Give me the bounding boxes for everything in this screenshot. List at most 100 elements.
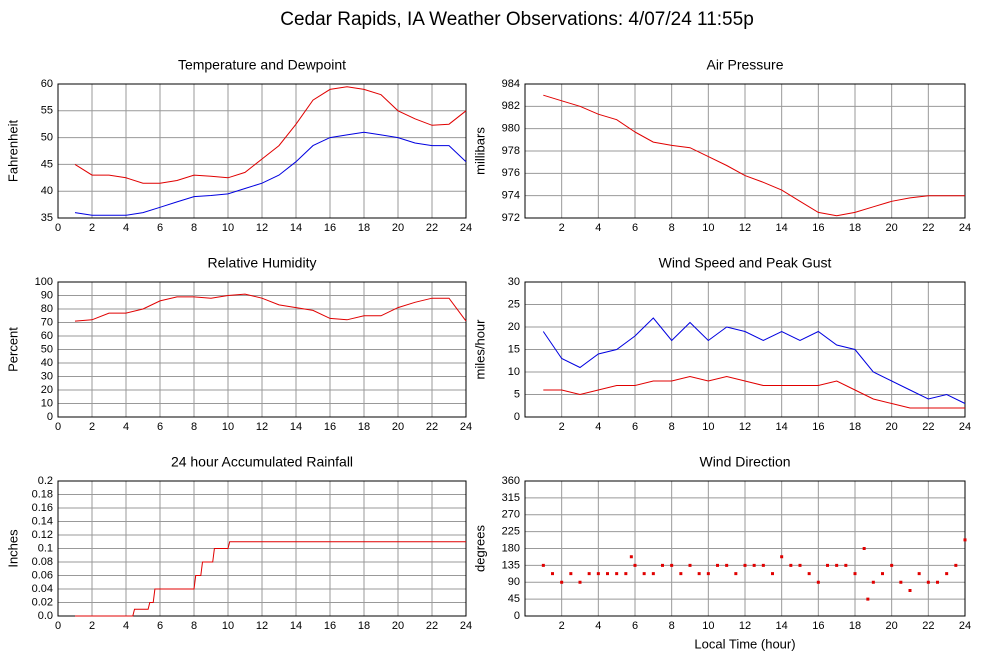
data-point bbox=[826, 563, 829, 567]
plot-frame bbox=[524, 83, 966, 219]
y-tick-label: 978 bbox=[502, 145, 520, 157]
x-tick-label: 20 bbox=[392, 620, 404, 632]
data-point bbox=[807, 572, 811, 576]
data-line bbox=[543, 375, 965, 409]
y-tick-label: 976 bbox=[502, 167, 520, 179]
y-tick-label: 30 bbox=[41, 370, 53, 382]
data-point bbox=[697, 572, 701, 576]
data-point bbox=[816, 580, 820, 584]
data-point bbox=[761, 563, 765, 567]
data-point bbox=[624, 572, 628, 576]
y-tick-label: 60 bbox=[41, 78, 53, 90]
data-point bbox=[866, 597, 870, 601]
data-line bbox=[75, 541, 466, 617]
data-line bbox=[542, 317, 966, 404]
y-tick-label: 974 bbox=[502, 190, 520, 202]
y-tick-label: 20 bbox=[508, 321, 520, 333]
x-tick-label: 22 bbox=[426, 620, 438, 632]
data-point bbox=[587, 572, 591, 576]
data-point bbox=[725, 563, 729, 567]
data-line bbox=[74, 86, 467, 184]
data-point bbox=[945, 572, 949, 576]
y-tick-label: 315 bbox=[502, 492, 520, 504]
y-tick-label: 360 bbox=[502, 475, 520, 487]
x-tick-label: 24 bbox=[460, 421, 472, 433]
chart-title: Relative Humidity bbox=[208, 255, 317, 271]
y-tick-label: 30 bbox=[508, 276, 520, 288]
x-tick-label: 6 bbox=[632, 421, 638, 433]
chart-title: Wind Speed and Peak Gust bbox=[659, 255, 832, 271]
plot-frame bbox=[57, 281, 467, 418]
y-tick-label: 0.2 bbox=[38, 475, 53, 487]
x-tick-label: 4 bbox=[595, 421, 601, 433]
y-axis-label: millibars bbox=[472, 127, 487, 175]
data-point bbox=[926, 580, 930, 584]
data-point bbox=[716, 563, 719, 567]
data-point bbox=[917, 572, 921, 576]
x-tick-label: 2 bbox=[559, 620, 565, 632]
y-tick-label: 984 bbox=[502, 78, 520, 90]
y-tick-label: 80 bbox=[41, 303, 53, 315]
data-point bbox=[743, 563, 747, 567]
data-point bbox=[651, 572, 655, 576]
x-tick-label: 4 bbox=[123, 421, 129, 433]
y-tick-label: 90 bbox=[41, 289, 53, 301]
x-tick-label: 20 bbox=[886, 620, 898, 632]
x-tick-label: 2 bbox=[89, 620, 95, 632]
x-tick-label: 8 bbox=[191, 421, 197, 433]
data-line bbox=[74, 293, 467, 322]
x-tick-label: 14 bbox=[776, 620, 788, 632]
y-axis-label: Percent bbox=[5, 327, 20, 372]
x-tick-label: 18 bbox=[358, 222, 370, 234]
x-tick-label: 24 bbox=[959, 620, 971, 632]
data-point bbox=[780, 555, 784, 559]
x-tick-label: 10 bbox=[222, 421, 234, 433]
y-tick-label: 60 bbox=[41, 330, 53, 342]
data-point bbox=[596, 572, 600, 576]
y-tick-label: 0.02 bbox=[32, 596, 53, 608]
x-tick-label: 8 bbox=[191, 620, 197, 632]
x-tick-label: 4 bbox=[123, 620, 129, 632]
y-tick-label: 0.1 bbox=[38, 542, 53, 554]
data-point bbox=[615, 572, 619, 576]
x-tick-label: 6 bbox=[157, 620, 163, 632]
y-axis-label: Inches bbox=[5, 529, 20, 568]
y-tick-label: 0.18 bbox=[32, 488, 53, 500]
x-tick-label: 12 bbox=[256, 222, 268, 234]
x-tick-label: 2 bbox=[559, 421, 565, 433]
x-tick-label: 10 bbox=[702, 620, 714, 632]
x-tick-label: 8 bbox=[669, 222, 675, 234]
data-point bbox=[890, 563, 894, 567]
x-tick-label: 0 bbox=[55, 421, 61, 433]
data-point bbox=[771, 572, 774, 576]
data-point bbox=[606, 572, 609, 576]
chart-title: 24 hour Accumulated Rainfall bbox=[171, 454, 353, 470]
x-tick-label: 22 bbox=[426, 421, 438, 433]
y-tick-label: 180 bbox=[502, 542, 520, 554]
y-axis-label: miles/hour bbox=[472, 319, 487, 380]
x-tick-label: 14 bbox=[290, 620, 302, 632]
x-axis-label: Local Time (hour) bbox=[694, 636, 795, 651]
x-tick-label: 4 bbox=[595, 620, 601, 632]
data-point bbox=[578, 580, 582, 584]
x-tick-label: 12 bbox=[739, 222, 751, 234]
x-tick-label: 24 bbox=[959, 222, 971, 234]
x-tick-label: 22 bbox=[922, 620, 934, 632]
y-tick-label: 0.12 bbox=[32, 529, 53, 541]
y-tick-label: 0.08 bbox=[32, 556, 53, 568]
x-tick-label: 2 bbox=[89, 222, 95, 234]
x-tick-label: 6 bbox=[632, 222, 638, 234]
data-point bbox=[670, 563, 674, 567]
data-point bbox=[798, 563, 802, 567]
data-point bbox=[560, 580, 564, 584]
data-point bbox=[963, 538, 967, 542]
x-tick-label: 20 bbox=[392, 421, 404, 433]
x-tick-label: 12 bbox=[256, 620, 268, 632]
x-tick-label: 12 bbox=[739, 421, 751, 433]
y-tick-label: 0.0 bbox=[38, 610, 53, 622]
y-tick-label: 270 bbox=[502, 509, 520, 521]
x-tick-label: 20 bbox=[886, 421, 898, 433]
data-point bbox=[936, 580, 939, 584]
x-tick-label: 18 bbox=[849, 421, 861, 433]
y-tick-label: 100 bbox=[35, 276, 53, 288]
